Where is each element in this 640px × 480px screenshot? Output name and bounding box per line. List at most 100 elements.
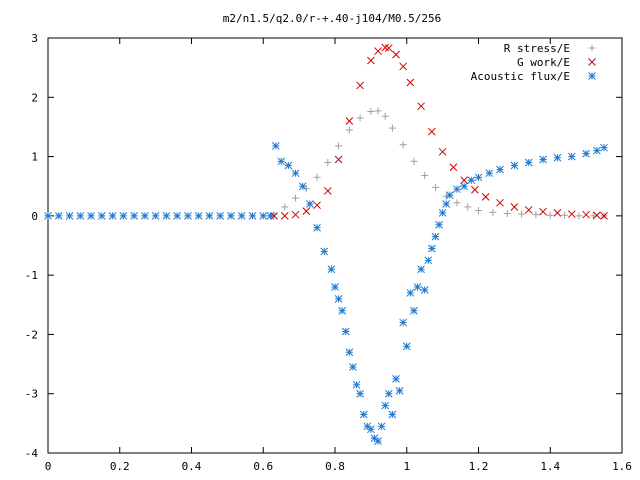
series-1-points [270,43,608,220]
data-point [44,212,52,220]
legend-markers [588,44,596,80]
data-point [298,182,307,191]
legend-label-acoustic-flux: Acoustic flux/E [471,70,570,83]
data-point [424,256,433,265]
data-point [205,212,214,220]
legend-marker [588,58,596,66]
data-point [384,389,393,398]
data-point [331,283,339,291]
data-point [320,247,329,256]
data-point [392,50,400,59]
data-point [280,212,289,220]
data-point [334,155,343,164]
data-point [406,78,415,87]
data-point [359,410,368,419]
data-point [277,157,286,166]
data-point [377,422,386,431]
data-point [582,210,590,219]
x-tick-label: 1 [403,460,410,473]
data-point [334,295,343,303]
data-point [553,209,562,217]
data-point [345,348,354,357]
data-point [442,200,451,208]
data-point [216,212,225,220]
data-point [173,212,182,220]
y-tick-label: -4 [25,447,39,460]
data-point [435,220,443,229]
legend-label-g-work: G work/E [517,56,570,69]
data-point [266,212,275,220]
data-point [356,389,364,398]
data-point [349,363,357,371]
data-point [76,212,85,220]
x-tick-label: 0.6 [253,460,273,473]
data-point [381,43,390,52]
data-point [395,386,404,395]
data-point [474,173,483,182]
data-point [445,191,454,199]
data-point [374,437,382,445]
data-point [374,47,382,55]
y-tick-label: -2 [25,328,38,341]
y-tick-label: 2 [31,91,38,104]
data-point [271,142,280,150]
data-point [194,212,203,220]
y-tick-label: 1 [31,151,38,164]
data-point [467,176,476,185]
data-point [593,146,601,155]
data-point [306,200,314,208]
data-point [539,207,547,216]
data-point [87,212,95,220]
data-point [460,176,469,185]
x-tick-label: 1.4 [540,460,560,473]
data-point [481,193,490,201]
data-point [406,289,415,297]
data-point [119,212,128,220]
axis-ticks [47,37,623,454]
data-point [399,62,408,71]
data-point [524,158,533,167]
data-point [259,212,268,220]
data-point [399,318,408,327]
data-point [130,212,138,220]
legend-marker [588,72,596,80]
data-point [270,212,278,220]
data-point [485,169,494,178]
data-point [420,286,429,294]
data-point [248,212,257,220]
x-tick-label: 1.2 [469,460,489,473]
y-tick-label: -3 [25,388,38,401]
data-point [291,210,300,219]
data-point [302,207,311,215]
data-point [417,265,425,274]
data-point [151,212,160,220]
data-point [453,185,461,194]
data-point [184,212,192,220]
data-point [417,102,425,111]
data-point [471,185,479,194]
series-2-points [271,142,608,445]
data-point [97,212,106,220]
data-point [237,212,246,220]
chart-title: m2/n1.5/q2.0/r-+.40-j104/M0.5/256 [223,12,442,25]
data-point [388,410,397,419]
data-point [162,212,171,220]
data-point [402,342,411,351]
data-point [141,212,149,220]
data-point [352,380,361,389]
data-point [384,44,393,52]
data-point [438,209,447,217]
data-point [460,182,469,191]
legend: R stress/E G work/E Acoustic flux/E [471,42,596,83]
data-point [428,244,436,253]
x-tick-label: 0.4 [182,460,202,473]
data-point [341,327,350,336]
data-points [44,43,608,445]
data-point [367,425,375,434]
data-point [323,187,332,195]
data-point [428,127,436,136]
data-point [553,153,562,162]
data-point [367,56,375,65]
data-point [413,283,422,291]
